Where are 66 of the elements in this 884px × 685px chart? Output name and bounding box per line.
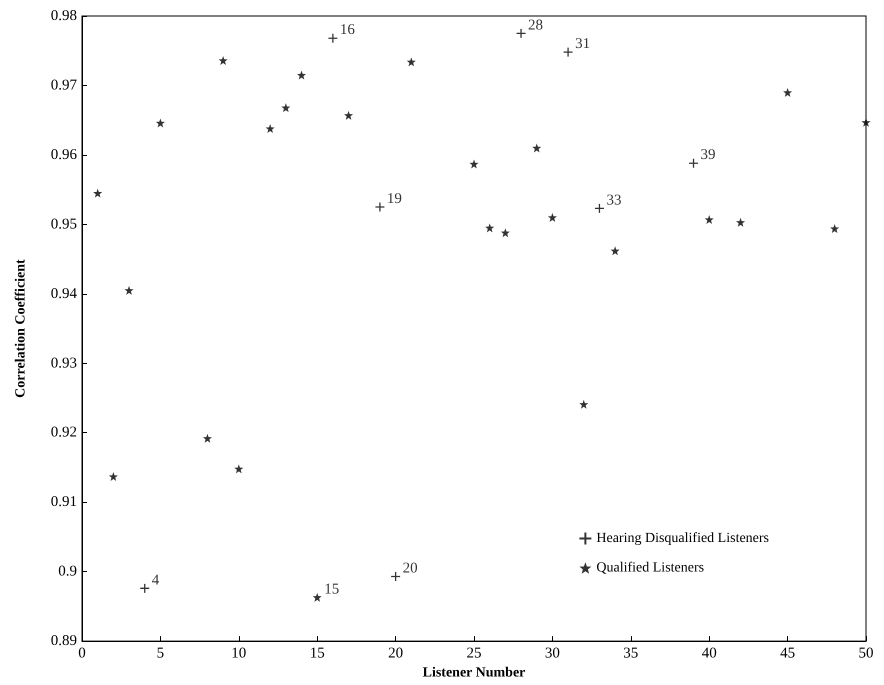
x-tick-label: 10: [231, 646, 246, 662]
point: [548, 212, 557, 222]
annotation: 39: [700, 147, 716, 164]
y-tick-label: 0.9: [58, 564, 77, 580]
x-tick-label: 20: [388, 646, 404, 662]
point: [328, 33, 338, 44]
point: [202, 434, 212, 443]
point: [266, 124, 275, 134]
point: [124, 286, 134, 295]
point: [406, 57, 416, 66]
point: [579, 400, 588, 409]
annotation: 31: [575, 36, 590, 52]
x-tick-label: 5: [156, 646, 164, 662]
point: [783, 88, 792, 97]
point: [500, 228, 510, 238]
y-tick-label: 0.98: [50, 8, 77, 24]
point: [108, 472, 118, 481]
point: [344, 110, 354, 120]
y-tick-label: 0.95: [50, 216, 77, 232]
point: [93, 188, 102, 198]
legend-label: Qualified Listeners: [596, 560, 704, 576]
y-axis-title: Correlation Coefficient: [14, 258, 28, 398]
annotation: 33: [606, 192, 622, 208]
x-tick-label: 15: [310, 646, 325, 662]
y-tick-label: 0.97: [50, 77, 78, 94]
point: [390, 571, 401, 582]
point: [140, 583, 150, 594]
point: [218, 56, 228, 65]
x-axis-title: Listener Number: [422, 666, 526, 680]
x-tick-label: 50: [858, 646, 874, 662]
point: [297, 70, 306, 80]
x-tick-label: 25: [466, 646, 482, 662]
annotation: 15: [324, 581, 340, 598]
point: [704, 215, 714, 224]
legend-label: Hearing Disqualified Listeners: [596, 531, 770, 546]
annotation: 4: [152, 572, 160, 588]
point: [688, 158, 699, 168]
point: [610, 246, 620, 256]
point: [594, 203, 605, 214]
annotation: 20: [402, 560, 418, 577]
point: [234, 464, 244, 474]
x-tick-label: 30: [544, 646, 560, 662]
point: [156, 118, 165, 128]
y-tick-label: 0.92: [50, 424, 77, 441]
point: [736, 218, 746, 227]
point: [374, 202, 386, 212]
y-tick-label: 0.89: [50, 633, 77, 650]
y-tick-label: 0.93: [50, 355, 77, 372]
point: [470, 159, 478, 168]
y-tick-label: 0.94: [50, 286, 78, 302]
annotation: 28: [528, 17, 544, 34]
annotation: 16: [340, 22, 356, 38]
annotation: 19: [386, 191, 402, 208]
point: [485, 223, 494, 232]
x-tick-label: 0: [78, 646, 86, 662]
point: [281, 103, 290, 112]
point: [830, 224, 840, 234]
y-tick-label: 0.96: [50, 146, 78, 163]
point: [562, 46, 574, 58]
point: [516, 28, 526, 39]
x-tick-label: 40: [702, 646, 717, 662]
x-tick-label: 45: [780, 646, 796, 662]
point: [312, 592, 322, 602]
y-tick-label: 0.91: [50, 494, 77, 510]
x-tick-label: 35: [623, 646, 638, 662]
point: [532, 143, 542, 152]
